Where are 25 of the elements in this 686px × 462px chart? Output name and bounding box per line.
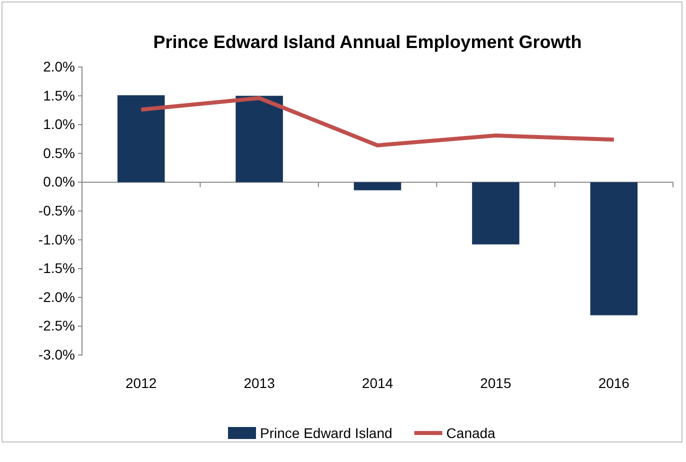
- legend-label: Canada: [446, 425, 496, 441]
- x-tick-label: 2016: [598, 375, 630, 391]
- bar: [236, 96, 283, 182]
- y-tick-label: -3.0%: [38, 346, 75, 362]
- y-tick-label: -0.5%: [38, 202, 75, 218]
- x-tick-label: 2012: [126, 375, 157, 391]
- y-tick-label: -2.0%: [38, 288, 75, 305]
- x-tick-label: 2014: [362, 375, 394, 391]
- y-tick-label: 1.0%: [43, 116, 75, 132]
- y-tick-label: 0.5%: [43, 144, 75, 161]
- bar: [472, 182, 520, 244]
- x-tick-label: 2015: [480, 375, 512, 391]
- y-tick-label: -1.5%: [38, 260, 75, 276]
- bar: [354, 182, 402, 190]
- y-tick-label: -1.0%: [38, 231, 75, 248]
- y-tick-label: 2.0%: [43, 58, 75, 74]
- chart-title: Prince Edward Island Annual Employment Growth: [153, 32, 582, 52]
- bar: [590, 182, 638, 316]
- legend-label: Prince Edward Island: [260, 425, 392, 441]
- y-tick-label: -2.5%: [38, 318, 75, 334]
- y-tick-label: 0.0%: [43, 174, 75, 190]
- y-tick-label: 1.5%: [43, 87, 75, 104]
- line-series: [139, 96, 616, 148]
- x-tick-label: 2013: [244, 375, 276, 391]
- bar: [117, 95, 165, 182]
